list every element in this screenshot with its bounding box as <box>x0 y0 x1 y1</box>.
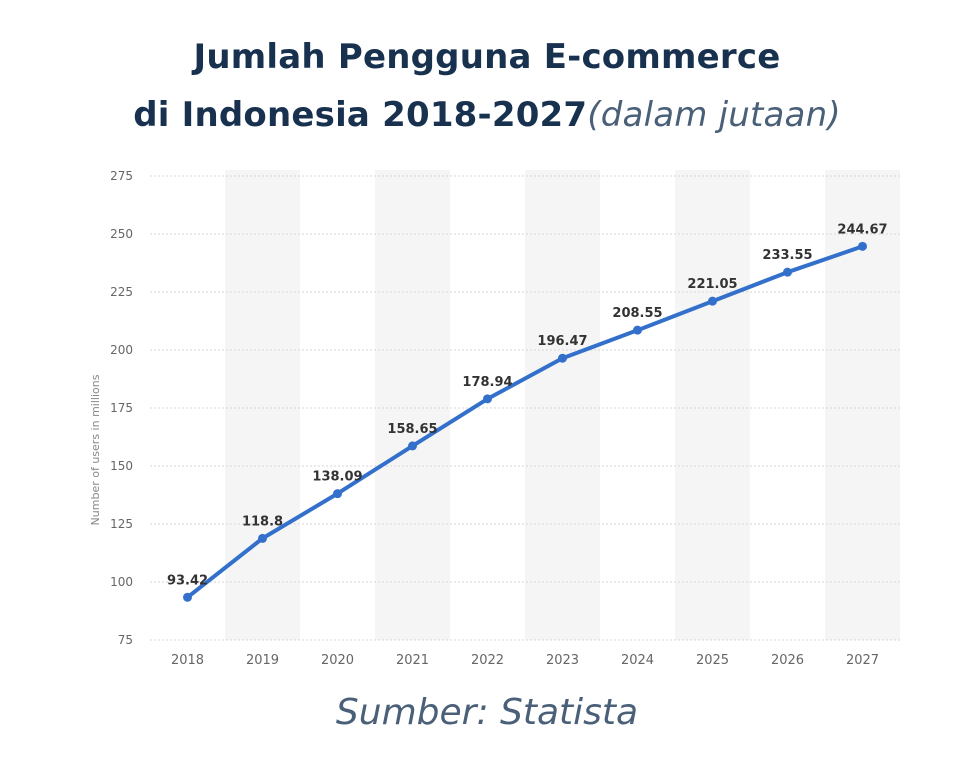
data-point <box>783 267 792 277</box>
data-point <box>483 394 492 404</box>
data-labels: 93.42 118.8 138.09 158.65 178.94 196.47 208.55… <box>167 222 888 588</box>
y-tick-label: 125 <box>110 517 133 531</box>
data-label: 196.47 <box>537 334 587 349</box>
y-tick-label: 100 <box>110 575 133 589</box>
y-axis-label: Number of users in millions <box>89 374 102 525</box>
x-tick-label: 2020 <box>321 653 354 668</box>
x-tick-label: 2021 <box>396 653 429 668</box>
data-label: 233.55 <box>762 248 812 263</box>
series-line <box>185 244 865 600</box>
title-text: di Indonesia 2018-2027 <box>133 95 588 135</box>
source-note: Sumber: Statista <box>335 692 639 733</box>
y-tick-label: 75 <box>118 633 133 647</box>
column-bands <box>225 170 900 640</box>
data-label: 221.05 <box>687 277 737 292</box>
y-axis-ticks: 75 100 125 150 175 200 225 250 275 <box>110 169 133 647</box>
column-band <box>675 170 750 640</box>
x-tick-label: 2022 <box>471 653 504 668</box>
data-label: 244.67 <box>837 222 887 237</box>
y-tick-label: 150 <box>110 459 133 473</box>
y-tick-label: 175 <box>110 401 133 415</box>
data-label: 178.94 <box>462 375 512 390</box>
data-label: 208.55 <box>612 306 662 321</box>
data-label: 118.8 <box>242 514 283 529</box>
x-tick-label: 2025 <box>696 653 729 668</box>
y-tick-label: 250 <box>110 227 133 241</box>
x-axis-ticks: 2018 2019 2020 2021 2022 2023 2024 2025 2026 2027 <box>171 653 879 668</box>
data-series <box>183 241 867 602</box>
column-band <box>825 170 900 640</box>
data-point <box>183 592 192 602</box>
x-tick-label: 2024 <box>621 653 654 668</box>
data-point <box>258 533 267 543</box>
x-tick-label: 2026 <box>771 653 804 668</box>
title-line-1: Jumlah Pengguna E-commerce <box>193 37 781 77</box>
y-tick-label: 275 <box>110 169 133 183</box>
column-band <box>375 170 450 640</box>
chart-area: 75 100 125 150 175 200 225 250 275 2018 2019 2020 2… <box>0 140 974 680</box>
data-point <box>408 441 417 451</box>
chart-subtitle: (dalam jutaan) <box>587 95 841 135</box>
data-point <box>558 353 567 363</box>
data-point <box>858 241 867 251</box>
gridlines <box>150 175 900 641</box>
chart-title: Jumlah Pengguna E-commerce di Indonesia … <box>0 28 974 144</box>
x-tick-label: 2027 <box>846 653 879 668</box>
column-band <box>225 170 300 640</box>
title-line-2: di Indonesia 2018-2027(dalam jutaan) <box>0 86 974 144</box>
x-tick-label: 2019 <box>246 653 279 668</box>
x-tick-label: 2018 <box>171 653 204 668</box>
y-tick-label: 200 <box>110 343 133 357</box>
y-tick-label: 225 <box>110 285 133 299</box>
data-label: 138.09 <box>312 470 362 485</box>
data-point <box>708 296 717 306</box>
column-band <box>525 170 600 640</box>
data-label: 158.65 <box>387 422 437 437</box>
x-tick-label: 2023 <box>546 653 579 668</box>
data-point <box>333 489 342 499</box>
data-label: 93.42 <box>167 573 208 588</box>
data-point <box>633 325 642 335</box>
